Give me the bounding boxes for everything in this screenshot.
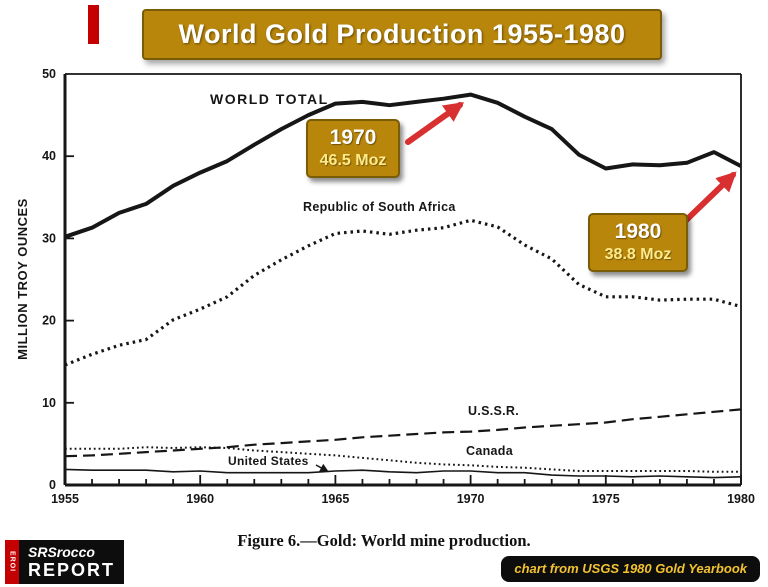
callout-1970-value: 46.5 Moz <box>319 152 387 169</box>
callout-1970: 1970 46.5 Moz <box>306 119 400 178</box>
series-label-united_states: United States <box>228 454 309 468</box>
logo-text: SRSrocco REPORT <box>19 540 125 584</box>
logo-line1: SRSrocco <box>28 544 95 560</box>
callout-1980: 1980 38.8 Moz <box>588 213 688 272</box>
figure-caption: Figure 6.—Gold: World mine production. <box>237 531 531 550</box>
x-tick-label: 1960 <box>186 492 214 506</box>
y-tick-label: 10 <box>42 396 56 410</box>
series-label-south_africa: Republic of South Africa <box>303 200 456 214</box>
source-note: chart from USGS 1980 Gold Yearbook <box>501 556 760 582</box>
y-tick-label: 0 <box>49 478 56 492</box>
y-tick-label: 20 <box>42 314 56 328</box>
series-line-south_africa <box>64 218 742 367</box>
us-label-pointer-icon <box>315 463 329 473</box>
srsrocco-logo: EROI SRSrocco REPORT <box>5 540 125 584</box>
eroi-label: EROI <box>5 540 19 584</box>
y-tick-label: 40 <box>42 149 56 163</box>
x-tick-label: 1965 <box>321 492 349 506</box>
y-tick-label: 50 <box>42 67 56 81</box>
y-axis-title: MILLION TROY OUNCES <box>15 198 30 360</box>
series-label-world_total: WORLD TOTAL <box>210 91 329 107</box>
x-tick-label: 1980 <box>727 492 755 506</box>
x-tick-label: 1970 <box>457 492 485 506</box>
y-tick-label: 30 <box>42 231 56 245</box>
page-title: World Gold Production 1955-1980 <box>178 19 626 49</box>
chart-title-banner: World Gold Production 1955-1980 <box>142 9 662 60</box>
callout-1970-year: 1970 <box>329 126 377 149</box>
x-tick-label: 1955 <box>51 492 79 506</box>
series-line-united_states <box>64 468 742 479</box>
callout-1980-value: 38.8 Moz <box>604 246 672 263</box>
series-line-ussr <box>64 408 742 458</box>
callout-1980-year: 1980 <box>614 220 662 243</box>
series-label-ussr: U.S.S.R. <box>468 404 519 418</box>
x-tick-label: 1975 <box>592 492 620 506</box>
logo-line2: REPORT <box>28 560 116 580</box>
series-label-canada: Canada <box>466 444 514 458</box>
red-accent-mark <box>88 5 99 44</box>
callout-arrow-icon-1970 <box>405 102 465 145</box>
series-line-world_total <box>64 92 742 239</box>
